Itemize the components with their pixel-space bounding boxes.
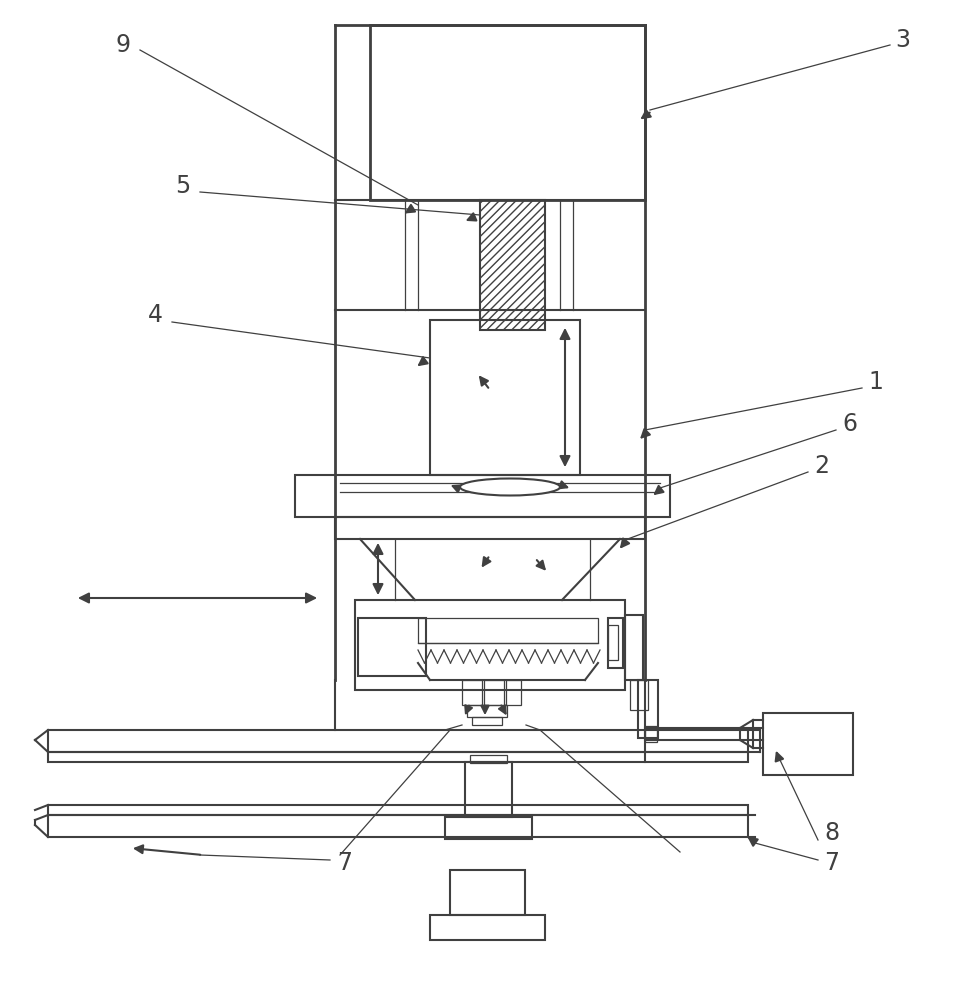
Bar (638, 680, 658, 738)
Bar (462, 680, 482, 705)
Bar (645, 726, 657, 742)
Bar (358, 618, 426, 676)
Bar (295, 475, 670, 517)
Text: 7: 7 (825, 851, 839, 875)
Bar (335, 517, 645, 539)
Bar (48, 752, 748, 762)
Bar (355, 600, 625, 690)
Bar (470, 755, 507, 763)
Bar (630, 680, 648, 710)
Bar (467, 705, 507, 717)
Bar (48, 805, 748, 815)
Text: 4: 4 (148, 303, 163, 327)
Bar (418, 618, 598, 643)
Bar (445, 817, 532, 839)
Bar (608, 618, 623, 668)
Bar (608, 625, 618, 660)
Bar (48, 815, 748, 837)
Text: 7: 7 (337, 851, 353, 875)
Text: 8: 8 (825, 821, 839, 845)
Bar (430, 915, 545, 940)
Bar (472, 717, 502, 725)
Text: 2: 2 (814, 454, 830, 478)
Text: 1: 1 (869, 370, 883, 394)
Bar (450, 870, 525, 915)
Bar (465, 762, 512, 817)
Text: 5: 5 (175, 174, 191, 198)
Bar (430, 320, 580, 475)
Bar (484, 680, 504, 705)
Bar (48, 730, 748, 752)
Text: 3: 3 (896, 28, 910, 52)
Ellipse shape (460, 479, 560, 495)
Bar (480, 200, 545, 330)
Bar (506, 680, 521, 705)
Text: 9: 9 (116, 33, 130, 57)
Bar (370, 25, 645, 200)
Bar (625, 615, 643, 680)
Bar (763, 713, 853, 775)
Bar (645, 728, 740, 740)
Text: 6: 6 (842, 412, 857, 436)
